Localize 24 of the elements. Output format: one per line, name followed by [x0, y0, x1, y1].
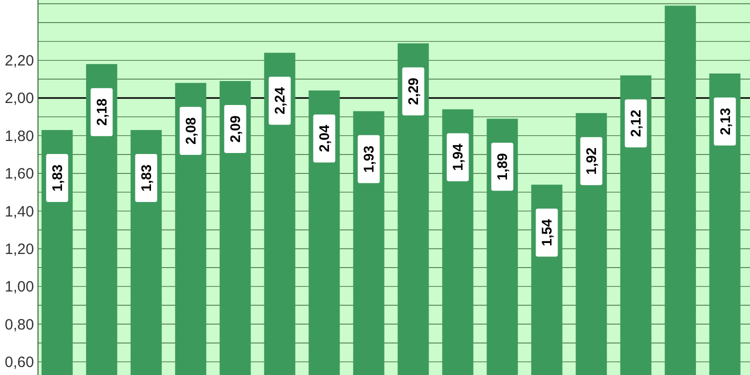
data-label: 2,13 — [716, 108, 733, 136]
y-tick-label: 2,00 — [4, 90, 34, 108]
y-tick-label: 1,00 — [4, 278, 34, 296]
data-label: 2,08 — [182, 117, 199, 145]
data-label: 1,93 — [360, 145, 377, 173]
data-label: 2,04 — [316, 124, 332, 152]
data-label: 2,29 — [405, 78, 422, 105]
data-label: 1,83 — [49, 164, 66, 192]
y-tick-label: 0,80 — [4, 316, 34, 334]
y-tick-label: 0,60 — [4, 354, 34, 372]
data-label: 1,89 — [494, 152, 510, 180]
y-tick-label: 1,80 — [4, 128, 34, 145]
data-label: 2,12 — [628, 110, 644, 137]
data-label: 2,24 — [272, 86, 288, 114]
data-label: 1,94 — [450, 143, 466, 171]
y-tick-label: 1,20 — [4, 240, 34, 258]
y-tick-label: 1,40 — [4, 203, 34, 220]
data-label: 2,18 — [94, 98, 110, 126]
y-tick-label: 1,60 — [4, 166, 34, 183]
data-label: 2,09 — [227, 115, 244, 143]
data-label: 1,83 — [138, 164, 154, 192]
y-tick-label: 2,20 — [4, 52, 34, 70]
data-label: 1,54 — [538, 218, 555, 246]
data-label: 1,92 — [583, 147, 600, 175]
